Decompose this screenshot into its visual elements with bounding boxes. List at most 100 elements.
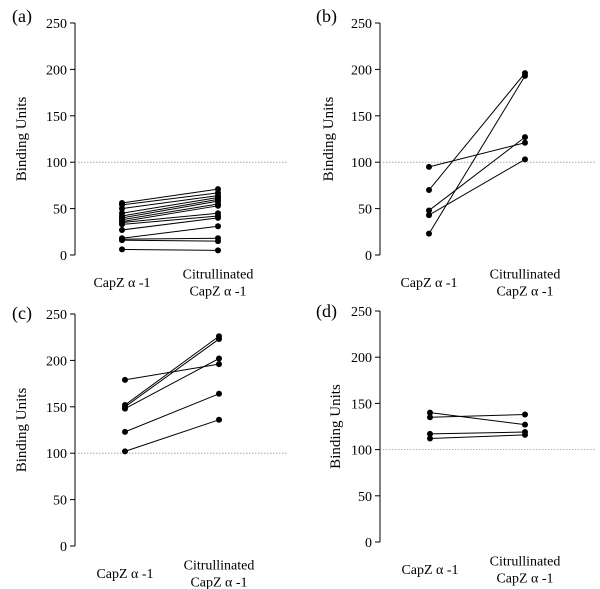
y-tick-label: 200: [46, 354, 67, 369]
data-point-capz: [119, 237, 125, 244]
pair-line: [121, 217, 219, 231]
data-point-citrullinated: [216, 361, 222, 368]
category-label: Citrullinated: [183, 268, 254, 283]
data-point-citrullinated: [522, 134, 528, 141]
data-point-capz: [426, 207, 432, 214]
pair-line: [124, 335, 220, 406]
data-point-capz: [119, 226, 125, 233]
data-point-capz: [122, 448, 128, 455]
category-label: Citrullinated: [490, 268, 561, 283]
data-point-capz: [119, 221, 125, 228]
panel-label: (c): [12, 303, 32, 324]
data-point-citrullinated: [216, 416, 222, 423]
data-point-citrullinated: [216, 355, 222, 362]
panel-label: (a): [12, 6, 32, 27]
y-axis-label: Binding Units: [14, 97, 30, 182]
pair-line: [429, 412, 526, 426]
data-point-capz: [122, 428, 128, 435]
category-label: CapZ α -1: [189, 285, 246, 300]
data-point-citrullinated: [522, 72, 528, 79]
data-point-capz: [426, 187, 432, 194]
pair-line: [428, 72, 526, 191]
pair-line: [121, 237, 219, 240]
y-tick-label: 0: [365, 249, 372, 264]
data-point-capz: [122, 376, 128, 383]
y-tick-label: 0: [365, 536, 372, 551]
y-tick-label: 100: [46, 156, 67, 171]
category-label: CapZ α -1: [93, 276, 150, 291]
y-tick-label: 250: [351, 17, 372, 32]
category-label: CapZ α -1: [96, 567, 153, 582]
pair-line: [124, 338, 220, 408]
pair-line: [121, 195, 219, 210]
panel-d: (d) 0 50 100 150 200 250 Binding Units CapZ α -1…: [316, 301, 595, 587]
pair-line: [428, 158, 526, 216]
data-point-capz: [427, 409, 433, 416]
category-label: CapZ α -1: [400, 276, 457, 291]
panel-label: (b): [316, 6, 337, 27]
y-tick-label: 250: [46, 308, 67, 323]
pair-line: [428, 75, 526, 234]
data-point-citrullinated: [522, 421, 528, 428]
panel-a: (a) 0 50 100 150 200 250 Binding Units CapZ α -1…: [12, 6, 288, 300]
pair-line: [121, 205, 219, 223]
y-tick-label: 250: [351, 305, 372, 320]
pair-line: [121, 198, 219, 217]
y-axis-label: Binding Units: [14, 388, 30, 473]
y-axis-label: Binding Units: [328, 384, 344, 469]
y-tick-label: 200: [351, 351, 372, 366]
data-point-capz: [427, 430, 433, 437]
pair-line: [121, 200, 219, 219]
pair-line: [124, 358, 220, 410]
data-point-capz: [427, 414, 433, 421]
pair-line: [428, 136, 526, 211]
panel-b: (b) 0 50 100 150 200 250 Binding Units CapZ α -1…: [316, 6, 595, 300]
data-point-capz: [426, 230, 432, 237]
pair-line: [429, 431, 526, 435]
data-point-citrullinated: [215, 202, 221, 209]
y-tick-label: 100: [46, 447, 67, 462]
category-label: CapZ α -1: [496, 572, 553, 587]
pair-line: [121, 196, 219, 214]
y-tick-label: 50: [53, 494, 67, 509]
pair-line: [121, 215, 219, 225]
data-point-capz: [119, 205, 125, 212]
panel-c: (c) 0 50 100 150 200 250 Binding Units CapZ α -1…: [12, 303, 288, 589]
data-point-capz: [122, 405, 128, 412]
data-point-citrullinated: [215, 247, 221, 254]
category-label: Citrullinated: [490, 555, 561, 570]
y-tick-label: 200: [351, 63, 372, 78]
pair-line: [429, 434, 526, 440]
data-point-citrullinated: [216, 390, 222, 397]
data-point-citrullinated: [215, 223, 221, 230]
data-point-citrullinated: [216, 336, 222, 343]
y-tick-label: 50: [358, 490, 372, 505]
pair-line: [121, 203, 219, 221]
y-tick-label: 0: [60, 540, 67, 555]
y-tick-label: 150: [351, 397, 372, 412]
pair-line: [124, 419, 220, 452]
y-tick-label: 150: [46, 110, 67, 125]
pair-line: [124, 393, 220, 433]
pair-line: [429, 413, 526, 418]
pair-line: [121, 248, 219, 251]
data-point-citrullinated: [522, 156, 528, 163]
y-tick-label: 150: [351, 110, 372, 125]
y-tick-label: 100: [351, 444, 372, 459]
y-tick-label: 200: [46, 63, 67, 78]
y-tick-label: 100: [351, 156, 372, 171]
data-point-citrullinated: [522, 139, 528, 146]
pair-line: [121, 192, 219, 206]
y-tick-label: 0: [60, 249, 67, 264]
y-tick-label: 50: [53, 203, 67, 218]
data-point-citrullinated: [522, 431, 528, 438]
y-axis-label: Binding Units: [321, 97, 337, 182]
data-point-capz: [427, 435, 433, 442]
panel-label: (d): [316, 301, 337, 322]
pair-line: [121, 188, 219, 204]
data-point-capz: [426, 212, 432, 219]
data-point-citrullinated: [215, 214, 221, 221]
data-point-capz: [119, 246, 125, 253]
y-tick-label: 150: [46, 401, 67, 416]
